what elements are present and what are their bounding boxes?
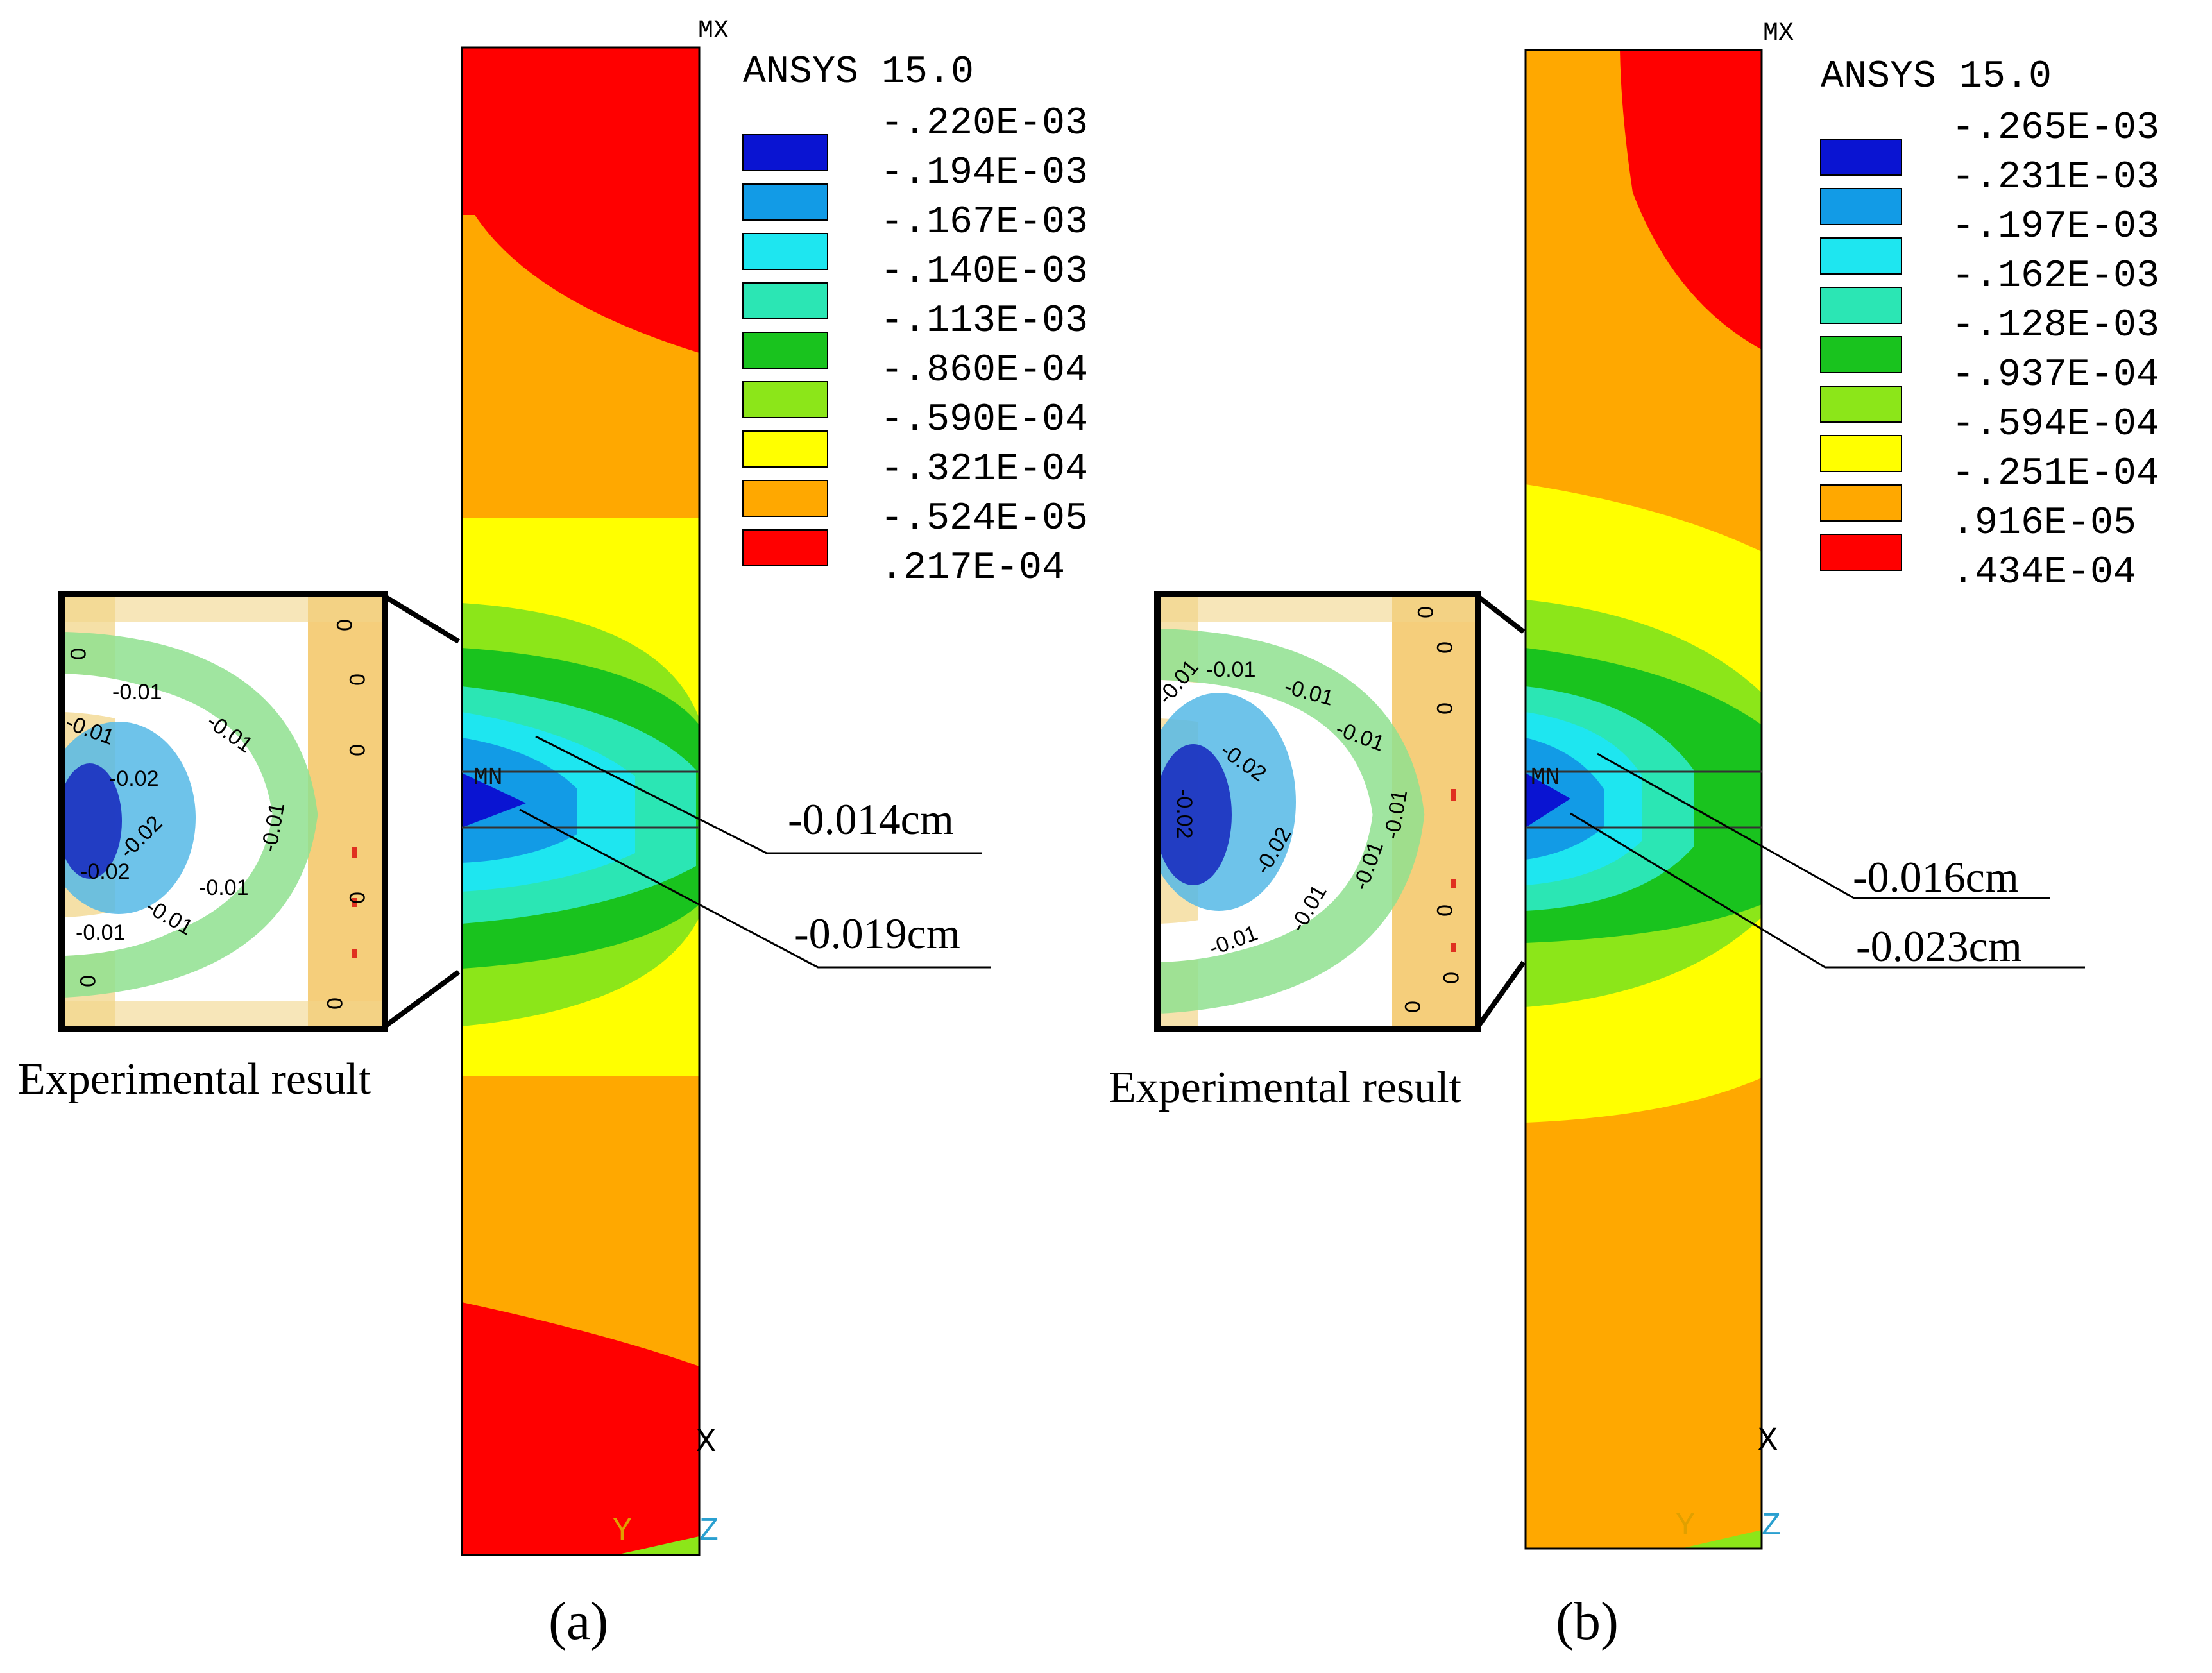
- legend-value: -.590E-04: [880, 398, 1088, 442]
- contour-label: -0.01: [76, 921, 126, 945]
- legend-swatch: [742, 381, 828, 418]
- contour-label: -0.01: [112, 680, 162, 704]
- axis-z-label: Z: [699, 1513, 719, 1550]
- software-label: ANSYS 15.0: [1821, 55, 2052, 99]
- legend-a: ANSYS 15.0 -.220E-03 -.194E-03 -.167E-03…: [742, 51, 1088, 590]
- inset-caption: Experimental result: [18, 1055, 371, 1104]
- legend-swatch: [1820, 435, 1902, 472]
- legend-swatch: [1820, 139, 1902, 176]
- annotation-leaders-b: [1570, 752, 2085, 969]
- legend-value: -.937E-04: [1952, 353, 2159, 397]
- panel-b: MX MN X Y Z ANSYS 15.0 -.265E-03 -.231E-…: [1109, 19, 2159, 1651]
- legend-swatch: [1820, 534, 1902, 571]
- legend-swatches-b: [1820, 139, 1902, 571]
- legend-swatch: [1820, 237, 1902, 275]
- min-marker: MN: [1531, 764, 1560, 792]
- annotation-leaders-a: [519, 735, 991, 969]
- contour-label: 0: [1432, 702, 1456, 715]
- legend-value: -.321E-04: [880, 448, 1088, 491]
- legend-value: -.197E-03: [1952, 205, 2159, 249]
- fea-contour-plot-b: [1526, 50, 1762, 1549]
- contour-label: 0: [1432, 904, 1456, 917]
- legend-value: -.265E-03: [1952, 106, 2159, 150]
- legend-swatch: [742, 332, 828, 369]
- legend-value: .217E-04: [880, 547, 1065, 590]
- legend-swatch: [742, 233, 828, 270]
- contour-label: 0: [322, 998, 346, 1010]
- axis-y-label: Y: [613, 1513, 632, 1550]
- legend-value: -.524E-05: [880, 497, 1088, 541]
- axis-x-label: X: [696, 1423, 716, 1461]
- legend-swatch: [1820, 287, 1902, 324]
- legend-value: .434E-04: [1952, 551, 2136, 595]
- min-marker: MN: [473, 764, 503, 792]
- legend-value: -.860E-04: [880, 349, 1088, 393]
- legend-b: ANSYS 15.0 -.265E-03 -.231E-03 -.197E-03…: [1820, 55, 2159, 595]
- legend-value: -.231E-03: [1952, 156, 2159, 200]
- contour-label: -0.02: [1172, 789, 1196, 839]
- experimental-inset-b: -0.01 -0.01 -0.01 -0.01 -0.01 -0.01 -0.0…: [1109, 591, 1526, 1112]
- contour-label: 0: [345, 892, 369, 904]
- legend-swatch: [742, 282, 828, 319]
- contour-label: 0: [1432, 641, 1456, 654]
- legend-swatch: [1820, 188, 1902, 225]
- legend-value: -.220E-03: [880, 102, 1088, 146]
- legend-value: -.167E-03: [880, 201, 1088, 244]
- legend-swatch: [1820, 484, 1902, 522]
- panel-caption: (b): [1556, 1592, 1619, 1651]
- legend-value: -.194E-03: [880, 151, 1088, 195]
- panel-caption: (a): [549, 1592, 608, 1651]
- axis-x-label: X: [1758, 1422, 1778, 1460]
- legend-swatch: [742, 430, 828, 468]
- software-label: ANSYS 15.0: [743, 51, 974, 94]
- legend-swatch: [742, 529, 828, 566]
- contour-label: 0: [65, 648, 90, 660]
- legend-values-a: -.220E-03 -.194E-03 -.167E-03 -.140E-03 …: [880, 102, 1088, 590]
- legend-value: .916E-05: [1952, 502, 2136, 545]
- legend-value: -.128E-03: [1952, 304, 2159, 348]
- experimental-inset-a: -0.01 -0.01 -0.01 -0.01 -0.01 -0.01 -0.0…: [18, 591, 461, 1104]
- max-marker: MX: [698, 17, 729, 46]
- inset-caption: Experimental result: [1109, 1063, 1462, 1112]
- contour-label: -0.01: [1206, 658, 1256, 682]
- axis-z-label: Z: [1762, 1508, 1781, 1545]
- contour-label: 0: [332, 619, 356, 631]
- legend-swatch: [742, 480, 828, 517]
- contour-label: 0: [345, 744, 369, 756]
- contour-label: 0: [1400, 1001, 1424, 1013]
- max-marker: MX: [1763, 19, 1794, 48]
- annotation-label: -0.014cm: [788, 795, 954, 844]
- annotation-label: -0.023cm: [1856, 922, 2022, 971]
- legend-value: -.140E-03: [880, 250, 1088, 294]
- contour-label: 0: [345, 674, 369, 686]
- panel-a: MX MN X Y Z ANSYS 15.0 -.220E-03 -.194E-…: [18, 17, 1088, 1651]
- axis-y-label: Y: [1676, 1508, 1695, 1545]
- legend-value: -.113E-03: [880, 300, 1088, 343]
- contour-label: -0.01: [199, 876, 249, 900]
- legend-value: -.251E-04: [1952, 452, 2159, 496]
- contour-label: 0: [1438, 972, 1463, 984]
- contour-label: 0: [1413, 606, 1437, 618]
- legend-swatches-a: [742, 134, 828, 566]
- legend-value: -.162E-03: [1952, 255, 2159, 298]
- annotation-label: -0.016cm: [1853, 853, 2019, 901]
- legend-swatch: [1820, 336, 1902, 373]
- contour-label: -0.02: [109, 767, 159, 791]
- legend-swatch: [1820, 386, 1902, 423]
- legend-values-b: -.265E-03 -.231E-03 -.197E-03 -.162E-03 …: [1952, 106, 2159, 595]
- contour-label: -0.02: [80, 860, 130, 884]
- legend-value: -.594E-04: [1952, 403, 2159, 446]
- legend-swatch: [742, 183, 828, 221]
- contour-label: 0: [75, 975, 99, 987]
- annotation-label: -0.019cm: [794, 909, 960, 958]
- legend-swatch: [742, 134, 828, 171]
